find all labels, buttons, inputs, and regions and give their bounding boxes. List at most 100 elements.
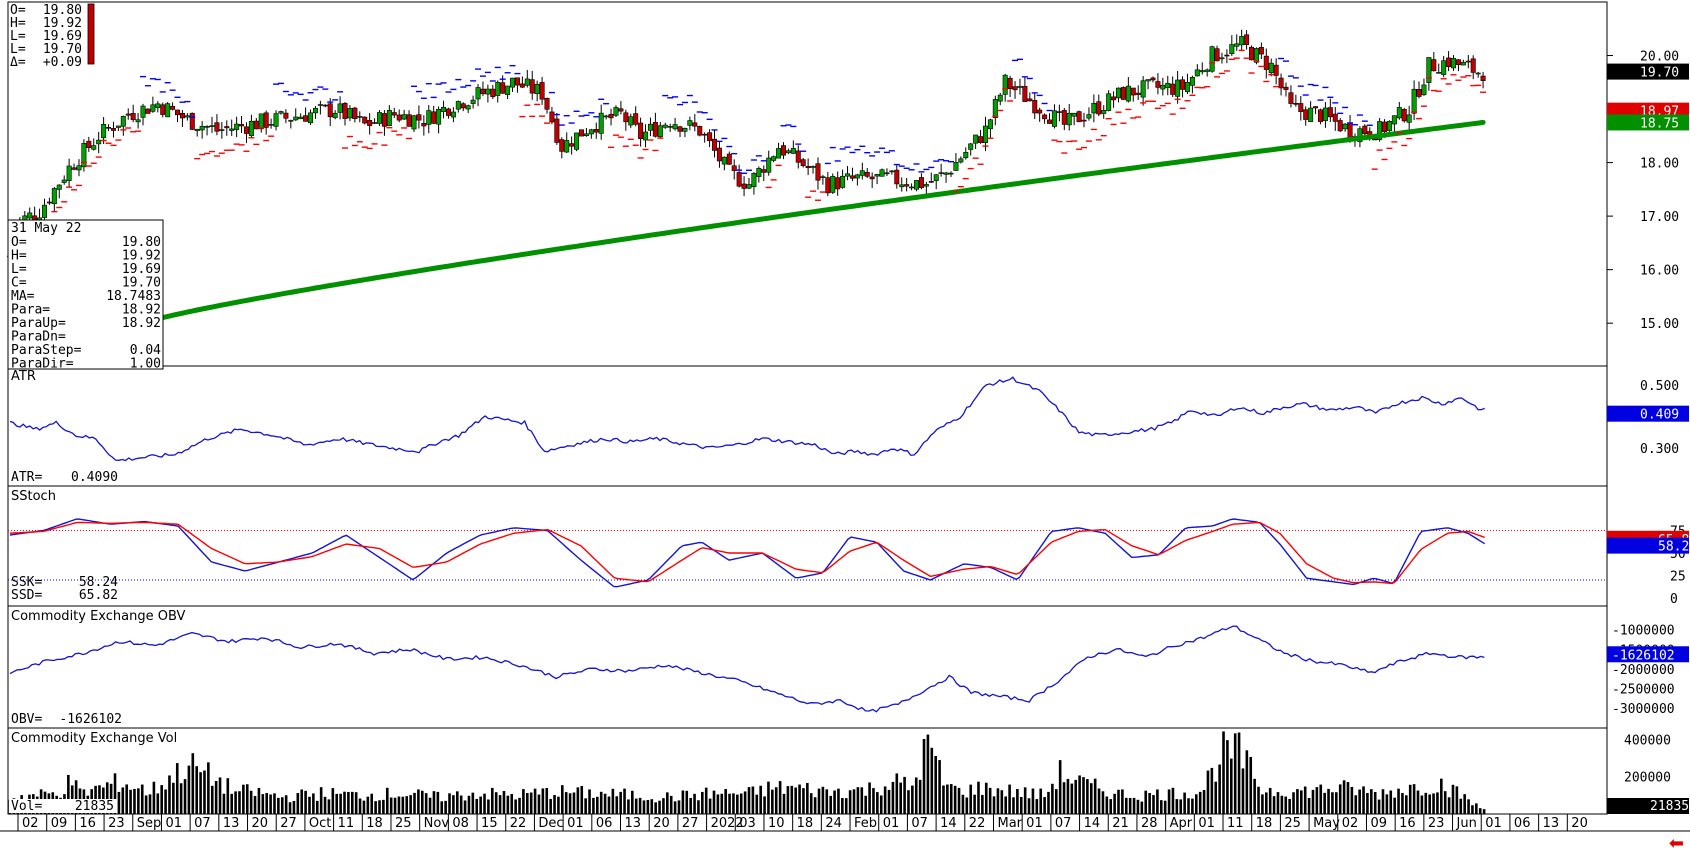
candle-body xyxy=(209,125,215,127)
volume-bar xyxy=(1093,778,1097,814)
volume-bar xyxy=(1082,777,1085,814)
candle-body xyxy=(214,122,220,132)
volume-bar xyxy=(526,793,529,814)
volume-bar xyxy=(1467,799,1470,814)
candle-body xyxy=(150,104,156,112)
stoch-axis-label: 25 xyxy=(1670,570,1686,585)
candle-body xyxy=(273,113,279,127)
candle-body xyxy=(1234,43,1240,47)
candle-body xyxy=(756,168,762,177)
volume-panel[interactable]: 400000 200000 Commodity Exchange Vol Vol= 21… xyxy=(8,731,1689,814)
candle-body xyxy=(687,120,693,126)
candle-body xyxy=(1239,36,1245,46)
volume-bar xyxy=(1222,731,1225,814)
candle-body xyxy=(682,128,688,132)
volume-bar xyxy=(627,799,630,814)
candle-body xyxy=(1372,138,1378,141)
volume-bar xyxy=(490,787,494,814)
volume-bar xyxy=(455,791,459,814)
candle-body xyxy=(657,125,663,138)
candle-body xyxy=(416,114,422,121)
candle-body xyxy=(623,112,629,123)
candle-body xyxy=(1441,60,1447,75)
candle-body xyxy=(1258,47,1264,55)
info-readout-value: 19.70 xyxy=(122,276,161,291)
candle-body xyxy=(204,126,210,128)
candle-body xyxy=(1382,121,1388,132)
panel-frame-atr xyxy=(7,365,1608,487)
volume-bar xyxy=(1023,787,1027,814)
obv-axis-label: -2500000 xyxy=(1612,683,1675,698)
candle-body xyxy=(1396,107,1402,119)
volume-bar xyxy=(825,789,829,814)
scroll-left-arrow-icon[interactable]: ⬅ xyxy=(1668,833,1684,854)
candle-body xyxy=(795,150,801,163)
volume-bar xyxy=(774,787,778,814)
candle-body xyxy=(593,129,599,133)
ohlc-readout-key: O= xyxy=(10,3,26,18)
candle-body xyxy=(475,87,481,100)
price-axis-label: 20.00 xyxy=(1640,50,1679,65)
stoch-readout-value: 58.24 xyxy=(79,575,118,590)
atr-tag-label: 0.409 xyxy=(1640,408,1679,423)
candle-body xyxy=(386,110,392,126)
candle-body xyxy=(1111,96,1117,101)
stoch-readout-key: SSK= xyxy=(11,575,42,590)
candle-body xyxy=(293,116,299,121)
candle-body xyxy=(362,116,368,124)
candle-body xyxy=(1224,54,1230,57)
volume-bar xyxy=(876,792,879,814)
ohlc-readout-value: 19.92 xyxy=(43,16,82,31)
candle-body xyxy=(914,180,920,190)
obv-panel[interactable]: -1000000-1500000-2000000-2500000-3000000… xyxy=(9,609,1689,727)
volume-bar xyxy=(292,800,296,814)
candle-body xyxy=(258,113,264,130)
volume-bar xyxy=(592,797,595,814)
volume-bar xyxy=(891,781,895,814)
volume-bar xyxy=(580,786,584,814)
vol-tag-box xyxy=(1607,798,1689,814)
volume-bar xyxy=(245,784,249,814)
vol-axis-label: 200000 xyxy=(1624,771,1671,786)
candle-body xyxy=(91,145,97,150)
candle-body xyxy=(342,103,348,119)
volume-bar xyxy=(1249,756,1253,814)
volume-bar xyxy=(1226,740,1229,814)
candle-body xyxy=(721,156,727,165)
candle-body xyxy=(1184,81,1190,93)
candle-body xyxy=(874,173,880,177)
volume-bar xyxy=(506,795,510,814)
volume-bar xyxy=(129,789,132,814)
volume-bar xyxy=(187,765,191,814)
vol-title: Commodity Exchange Vol xyxy=(11,731,177,746)
candle-body xyxy=(1175,79,1181,97)
candle-body xyxy=(441,106,447,112)
candle-body xyxy=(628,116,634,126)
atr-panel[interactable]: 0.500 0.300 ATR ATR= 0.4090 0.409 xyxy=(9,369,1689,485)
candle-body xyxy=(189,112,195,130)
volume-bar xyxy=(1078,775,1081,814)
volume-bar xyxy=(249,790,253,814)
x-axis-label: Oct xyxy=(309,816,331,831)
volume-bar xyxy=(1210,767,1214,814)
panel-frame-stoch xyxy=(7,485,1608,607)
volume-bar xyxy=(677,800,681,814)
x-axis-label: 28 xyxy=(1141,816,1158,831)
candle-body xyxy=(199,125,205,131)
candle-body xyxy=(1357,128,1363,143)
volume-bar xyxy=(494,792,498,814)
volume-bar xyxy=(934,755,937,814)
candle-body xyxy=(1332,113,1338,122)
candle-body xyxy=(564,140,570,153)
volume-bar xyxy=(335,793,339,814)
volume-bar xyxy=(988,787,992,814)
candle-body xyxy=(845,173,851,177)
candle-body xyxy=(396,114,402,121)
volume-bar xyxy=(347,791,350,814)
candle-body xyxy=(608,113,614,119)
candle-body xyxy=(1283,86,1289,90)
volume-bar xyxy=(681,790,685,814)
price-panel[interactable]: 20.0019.0018.0017.0016.0015.0019.7018.97… xyxy=(7,29,1689,333)
volume-bar xyxy=(736,794,739,814)
